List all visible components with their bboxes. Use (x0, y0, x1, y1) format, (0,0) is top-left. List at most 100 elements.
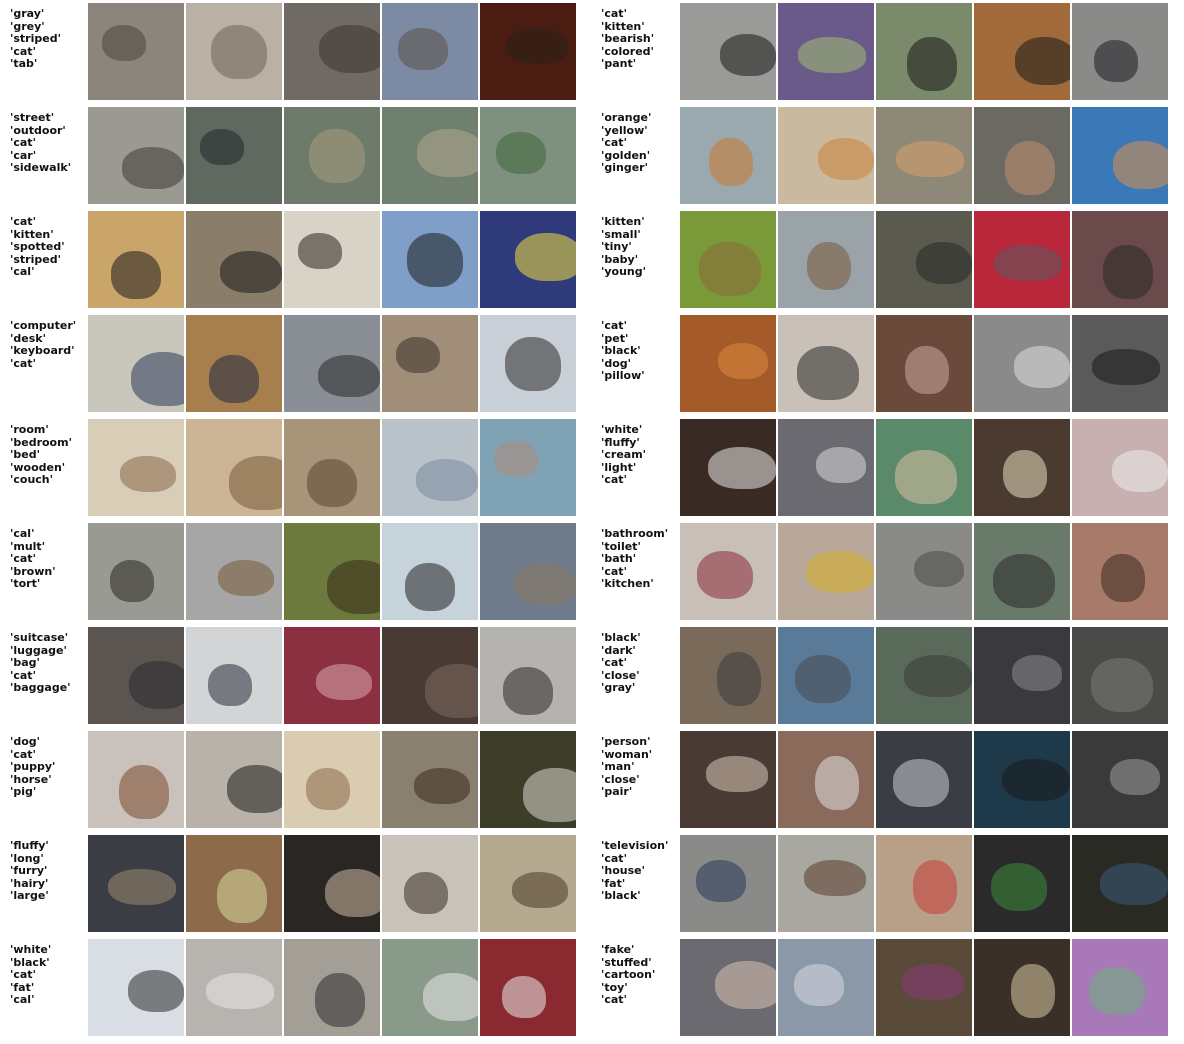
tag-label: 'house' (601, 864, 645, 877)
subject-blob (102, 25, 146, 61)
photo-thumbnail (876, 419, 972, 516)
tag-list: 'fluffy''long''furry''hairy''large' (10, 839, 86, 903)
tag-list: 'orange''yellow''cat''golden''ginger' (601, 111, 677, 175)
subject-blob (1010, 964, 1055, 1018)
photo-thumbnail (88, 731, 184, 828)
image-strip (88, 315, 576, 412)
subject-blob (121, 147, 184, 189)
image-strip (88, 523, 576, 620)
subject-blob (912, 860, 957, 914)
photo-thumbnail (876, 835, 972, 932)
tag-label: 'hairy' (10, 876, 49, 890)
subject-blob (414, 768, 470, 804)
photo-thumbnail (284, 523, 380, 620)
photo-thumbnail (480, 419, 576, 516)
figure-row: 'white''black''cat''fat''cal' (10, 939, 592, 1036)
photo-thumbnail (680, 731, 776, 828)
subject-blob (1101, 554, 1145, 602)
tag-list: 'black''dark''cat''close''gray' (601, 631, 677, 695)
tag-label: 'couch' (10, 473, 53, 486)
tag-label: 'orange' (601, 111, 652, 124)
photo-thumbnail (974, 107, 1070, 204)
tag-label: 'television' (601, 839, 669, 852)
tag-label: 'black' (10, 955, 50, 969)
subject-blob (905, 346, 949, 394)
tag-label: 'young' (601, 265, 646, 278)
tag-label: 'white' (10, 943, 52, 956)
tag-label: 'fat' (601, 876, 626, 890)
subject-blob (894, 450, 957, 504)
tag-list: 'gray''grey''striped''cat''tab' (10, 7, 86, 71)
tag-list: 'cat''kitten''spotted''striped''cal' (10, 215, 86, 279)
subject-blob (515, 233, 576, 281)
photo-thumbnail (876, 107, 972, 204)
subject-blob (1099, 863, 1168, 905)
subject-blob (1113, 141, 1168, 189)
tag-list: 'cal''mult''cat''brown''tort' (10, 527, 86, 591)
photo-thumbnail (680, 627, 776, 724)
photo-thumbnail (382, 419, 478, 516)
tag-label: 'yellow' (601, 123, 648, 137)
tag-label: 'person' (601, 735, 651, 748)
photo-thumbnail (480, 3, 576, 100)
photo-thumbnail (974, 731, 1070, 828)
right-column: 'cat''kitten''bearish''colored''pant' 'or… (601, 3, 1183, 1043)
photo-thumbnail (1072, 211, 1168, 308)
tag-label: 'cat' (10, 968, 36, 981)
subject-blob (501, 976, 546, 1018)
subject-blob (120, 456, 176, 492)
subject-blob (893, 759, 949, 807)
photo-thumbnail (480, 939, 576, 1036)
photo-thumbnail (1072, 939, 1168, 1036)
photo-thumbnail (88, 211, 184, 308)
tag-label: 'cat' (10, 747, 36, 761)
tag-label: 'black' (601, 631, 641, 644)
tag-label: 'tiny' (601, 240, 632, 253)
subject-blob (506, 28, 568, 64)
subject-blob (719, 34, 776, 76)
tag-label: 'cat' (601, 319, 627, 332)
tag-label: 'woman' (601, 747, 653, 761)
photo-thumbnail (480, 835, 576, 932)
subject-blob (896, 141, 964, 177)
figure-row: 'black''dark''cat''close''gray' (601, 627, 1183, 724)
tag-list: 'kitten''small''tiny''baby''young' (601, 215, 677, 279)
tag-label: 'fluffy' (10, 839, 49, 852)
photo-thumbnail (284, 3, 380, 100)
subject-blob (308, 129, 365, 183)
subject-blob (209, 355, 259, 403)
subject-blob (495, 132, 546, 174)
photo-thumbnail (1072, 627, 1168, 724)
photo-thumbnail (778, 3, 874, 100)
photo-thumbnail (186, 939, 282, 1036)
tag-label: 'bathroom' (601, 527, 669, 540)
tag-label: 'striped' (10, 32, 61, 45)
tag-label: 'baby' (601, 252, 639, 266)
subject-blob (1110, 759, 1160, 795)
image-strip (680, 315, 1168, 412)
tag-label: 'suitcase' (10, 631, 69, 644)
tag-label: 'tab' (10, 57, 38, 70)
photo-thumbnail (876, 627, 972, 724)
photo-thumbnail (186, 523, 282, 620)
photo-thumbnail (88, 835, 184, 932)
photo-thumbnail (876, 211, 972, 308)
subject-blob (817, 138, 874, 180)
tag-label: 'furry' (10, 864, 48, 877)
tag-label: 'close' (601, 772, 640, 786)
image-strip (680, 627, 1168, 724)
photo-thumbnail (88, 523, 184, 620)
image-strip (88, 939, 576, 1036)
figure-row: 'television''cat''house''fat''black' (601, 835, 1183, 932)
subject-blob (798, 37, 866, 73)
subject-blob (396, 337, 440, 373)
tag-label: 'spotted' (10, 240, 65, 253)
tag-list: 'white''black''cat''fat''cal' (10, 943, 86, 1007)
photo-thumbnail (876, 939, 972, 1036)
tag-label: 'cat' (10, 44, 36, 58)
tag-label: 'cat' (10, 215, 36, 228)
tag-label: 'pair' (601, 785, 633, 798)
figure-row: 'street''outdoor''cat''car''sidewalk' (10, 107, 592, 204)
figure-row: 'cat''kitten''bearish''colored''pant' (601, 3, 1183, 100)
tag-label: 'cat' (601, 7, 627, 20)
